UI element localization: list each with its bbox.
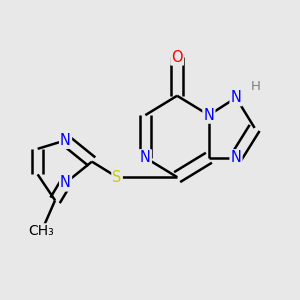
Text: H: H xyxy=(250,80,260,93)
Text: N: N xyxy=(231,90,242,105)
Text: S: S xyxy=(112,169,122,184)
Text: N: N xyxy=(231,150,242,165)
Text: N: N xyxy=(60,133,71,148)
Text: O: O xyxy=(171,50,183,64)
Text: N: N xyxy=(140,150,151,165)
Text: N: N xyxy=(203,108,214,123)
Text: N: N xyxy=(60,176,71,190)
Text: CH₃: CH₃ xyxy=(28,224,54,239)
